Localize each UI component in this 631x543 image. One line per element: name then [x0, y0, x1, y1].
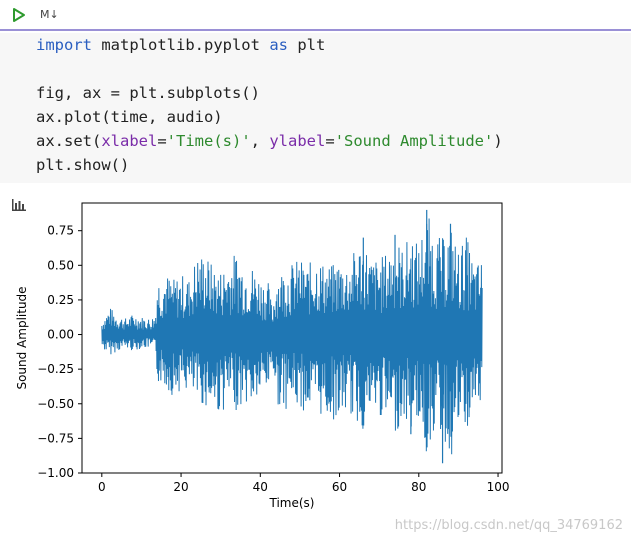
- code-line: ax.plot(time, audio): [36, 107, 223, 127]
- x-tick-label: 60: [332, 480, 347, 494]
- y-tick-label: −0.25: [37, 362, 74, 376]
- plot-figure: 0 20 40 60 80 100 0.75 0.50 0.25 0.00 −0.25 −0.50 −0…: [10, 193, 515, 523]
- watermark: https://blog.csdn.net/qq_34769162: [394, 518, 623, 533]
- y-tick-label: 0.50: [47, 258, 74, 272]
- x-tick-label: 100: [487, 480, 510, 494]
- code-token: ): [493, 132, 503, 150]
- code-line: fig, ax = plt.subplots(): [36, 83, 260, 103]
- x-tick-label: 0: [98, 480, 106, 494]
- y-axis-label: Sound Amplitude: [15, 286, 29, 389]
- code-token: fig, ax = plt.subplots(): [36, 84, 260, 102]
- code-token: ,: [250, 132, 270, 150]
- code-token: as: [269, 36, 288, 54]
- code-token: ylabel: [269, 132, 326, 150]
- code-token: 'Sound Amplitude': [334, 132, 494, 150]
- code-line: import matplotlib.pyplot as plt: [36, 35, 325, 55]
- y-tick-label: −0.75: [37, 431, 74, 445]
- code-token: =: [325, 132, 335, 150]
- code-token: plt.show(): [36, 156, 130, 174]
- code-token: =: [157, 132, 167, 150]
- waveform-line: [101, 218, 483, 455]
- x-tick-label: 20: [173, 480, 188, 494]
- plot-frame: [81, 202, 503, 474]
- x-tick-label: 80: [411, 480, 426, 494]
- bar-chart-icon[interactable]: [12, 199, 26, 211]
- code-line: ax.set(xlabel='Time(s)', ylabel='Sound A…: [36, 131, 503, 151]
- code-token: ax.set(: [36, 132, 102, 150]
- y-tick-label: −0.50: [37, 397, 74, 411]
- code-editor[interactable]: import matplotlib.pyplot as plt fig, ax =…: [0, 33, 631, 183]
- code-token: import: [36, 36, 92, 54]
- y-tick-label: 0.75: [47, 224, 74, 238]
- code-line: plt.show(): [36, 155, 129, 175]
- line-chart: 0 20 40 60 80 100 0.75 0.50 0.25 0.00 −0.25 −0.50 −0…: [15, 202, 510, 510]
- code-token: ax.plot(time, audio): [36, 108, 223, 126]
- play-icon[interactable]: [12, 7, 26, 23]
- y-tick-label: 0.25: [47, 293, 74, 307]
- y-tick-label: 0.00: [47, 328, 74, 342]
- markdown-badge[interactable]: M↓: [40, 8, 59, 21]
- x-axis-label: Time(s): [269, 496, 315, 510]
- x-tick-label: 40: [253, 480, 268, 494]
- code-token: 'Time(s)': [166, 132, 251, 150]
- y-tick-label: −1.00: [37, 466, 74, 480]
- cell-toolbar: M↓: [0, 0, 631, 31]
- code-token: plt: [287, 36, 326, 54]
- code-token: matplotlib.pyplot: [92, 36, 270, 54]
- code-token: xlabel: [101, 132, 158, 150]
